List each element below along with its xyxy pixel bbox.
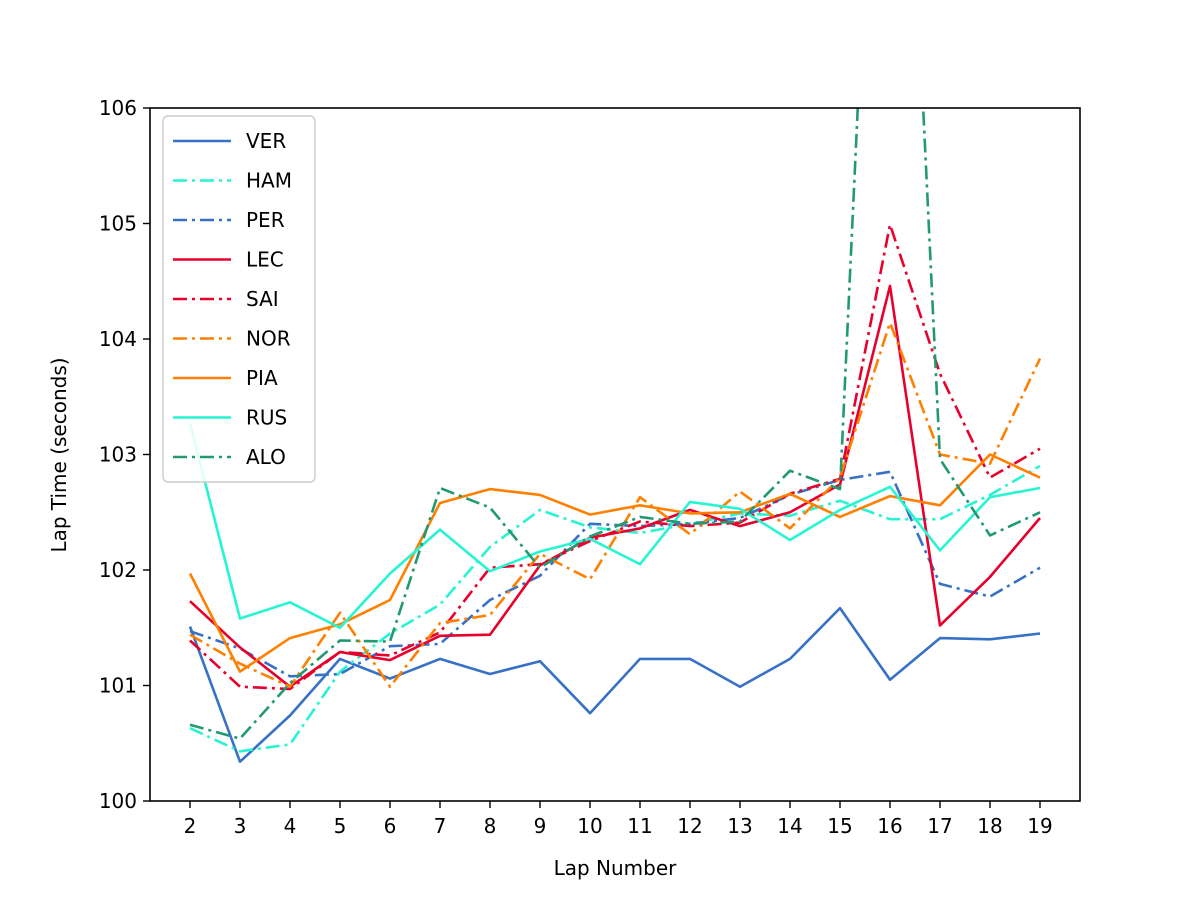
legend-label-sai: SAI: [246, 287, 279, 311]
series-line-nor: [189, 321, 1042, 689]
legend-label-pia: PIA: [246, 366, 278, 390]
x-tick-label: 9: [534, 814, 547, 838]
x-tick-label: 12: [677, 814, 702, 838]
legend-label-alo: ALO: [246, 445, 286, 469]
y-tick-label: 102: [99, 558, 137, 582]
y-tick-label: 104: [99, 327, 137, 351]
series-line-rus: [188, 422, 1041, 630]
x-tick-label: 15: [827, 814, 852, 838]
x-axis: 2 3 4 5 6 7 8 9 10 11 12 13 14 15 16 17 18 19: [184, 801, 1053, 838]
series-line-alo: [189, 108, 1041, 740]
legend-label-nor: NOR: [246, 327, 291, 351]
y-tick-label: 106: [99, 96, 137, 120]
x-tick-label: 2: [184, 814, 197, 838]
legend-label-rus: RUS: [246, 406, 287, 430]
legend-box: [162, 115, 316, 483]
legend-label-ham: HAM: [246, 169, 292, 193]
series-layer: [188, 108, 1042, 764]
x-tick-label: 8: [484, 814, 497, 838]
series-line-sai: [189, 223, 1041, 691]
x-axis-label: Lap Number: [554, 856, 678, 880]
y-tick-label: 101: [99, 674, 137, 698]
x-tick-label: 3: [234, 814, 247, 838]
x-tick-label: 10: [577, 814, 602, 838]
x-tick-label: 17: [927, 814, 952, 838]
series-line-ham: [189, 464, 1041, 753]
series-line-per: [189, 470, 1041, 678]
y-tick-label: 105: [99, 212, 137, 236]
legend-label-lec: LEC: [246, 248, 284, 272]
x-tick-label: 19: [1027, 814, 1052, 838]
x-tick-label: 16: [877, 814, 902, 838]
legend: VER HAM PER LEC SAI NOR PIA RUS ALO: [162, 115, 316, 483]
legend-label-ver: VER: [246, 129, 286, 153]
x-tick-label: 11: [627, 814, 652, 838]
y-tick-label: 100: [99, 789, 137, 813]
x-tick-label: 7: [434, 814, 447, 838]
legend-label-per: PER: [246, 208, 285, 232]
y-axis: 100 101 102 103 104 105 106: [99, 96, 150, 813]
x-tick-label: 18: [977, 814, 1002, 838]
x-tick-label: 5: [334, 814, 347, 838]
y-tick-label: 103: [99, 443, 137, 467]
x-tick-label: 13: [727, 814, 752, 838]
x-tick-label: 4: [284, 814, 297, 838]
y-axis-label: Lap Time (seconds): [47, 357, 71, 552]
x-tick-label: 6: [384, 814, 397, 838]
x-tick-label: 14: [777, 814, 802, 838]
series-line-ver: [188, 606, 1041, 764]
